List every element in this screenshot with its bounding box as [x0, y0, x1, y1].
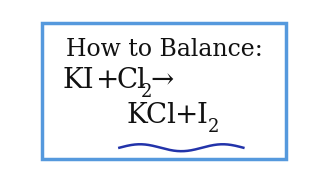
Text: How to Balance:: How to Balance:	[66, 38, 262, 61]
Text: KCl: KCl	[127, 102, 177, 129]
Text: Cl: Cl	[117, 67, 147, 94]
Text: →: →	[150, 67, 174, 94]
Text: I: I	[196, 102, 207, 129]
FancyBboxPatch shape	[43, 23, 285, 159]
Text: 2: 2	[140, 83, 152, 101]
Text: 2: 2	[208, 118, 220, 136]
Text: KI: KI	[62, 67, 94, 94]
Text: +: +	[175, 102, 198, 129]
Text: +: +	[96, 67, 119, 94]
